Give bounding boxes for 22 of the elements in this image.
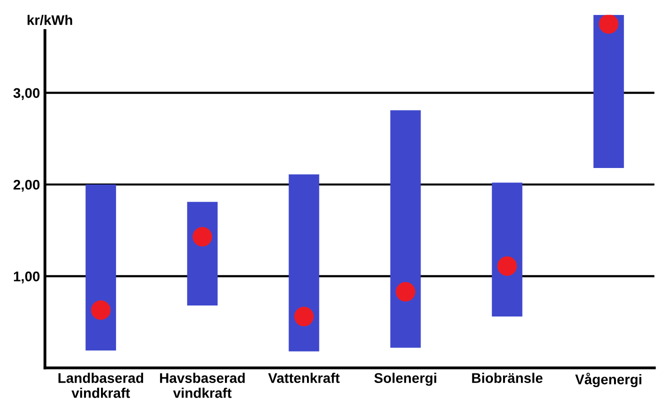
bar xyxy=(390,110,421,348)
point xyxy=(396,282,416,302)
point xyxy=(192,227,212,247)
point xyxy=(598,14,618,34)
x-tick-label: Solenergi xyxy=(374,372,436,386)
point xyxy=(497,256,517,276)
x-tick-label: Vågenergi xyxy=(575,372,642,388)
bar xyxy=(288,174,320,352)
bar xyxy=(492,182,522,317)
bar xyxy=(86,184,116,350)
x-tick-label: Landbaserad vindkraft xyxy=(58,372,144,398)
bar xyxy=(187,202,218,306)
x-tick-label: Biobränsle xyxy=(472,372,543,383)
point xyxy=(91,300,111,320)
y-tick-label: 1,00 xyxy=(14,272,40,284)
x-tick-label: Vattenkraft xyxy=(268,372,340,383)
y-axis-title: kr/kWh xyxy=(28,14,72,26)
y-tick-label: 3,00 xyxy=(13,88,40,100)
x-tick-label: Havsbaserad vindkraft xyxy=(160,372,245,398)
point xyxy=(294,306,314,326)
y-tick-label: 2,00 xyxy=(14,180,40,192)
bar xyxy=(593,14,624,168)
